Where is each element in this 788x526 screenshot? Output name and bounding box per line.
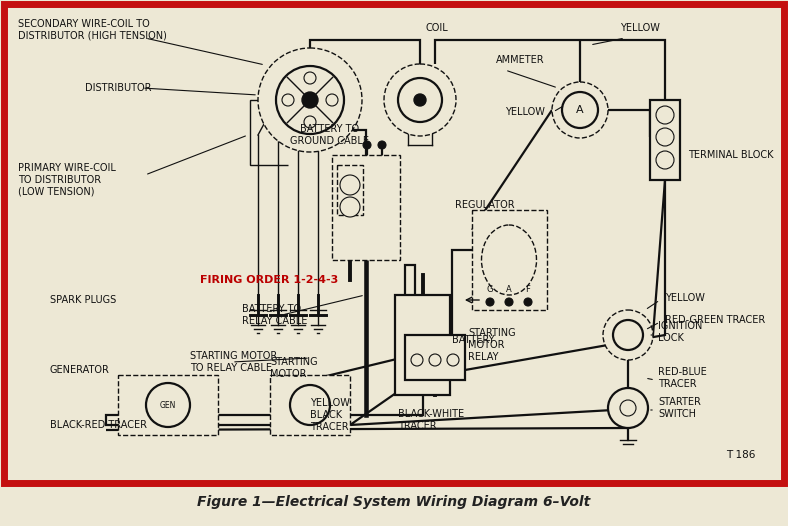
Circle shape [302, 92, 318, 108]
Text: Figure 1—Electrical System Wiring Diagram 6–Volt: Figure 1—Electrical System Wiring Diagra… [197, 495, 591, 509]
Circle shape [146, 383, 190, 427]
Bar [405, 335, 465, 380]
Bar [118, 375, 218, 435]
Bar [337, 165, 363, 215]
Text: AMMETER: AMMETER [496, 55, 545, 65]
Text: REGULATOR: REGULATOR [455, 200, 515, 210]
Text: STARTER
SWITCH: STARTER SWITCH [658, 397, 701, 419]
Circle shape [378, 141, 386, 149]
Circle shape [414, 94, 426, 106]
Bar [270, 375, 350, 435]
Bar [395, 295, 450, 395]
Text: BATTERY: BATTERY [452, 335, 495, 345]
Text: IGNITION
LOCK: IGNITION LOCK [658, 321, 702, 343]
Circle shape [340, 197, 360, 217]
Circle shape [505, 298, 513, 306]
Text: COIL: COIL [426, 23, 448, 33]
Text: A: A [506, 286, 512, 295]
Circle shape [656, 128, 674, 146]
Text: BLACK-RED TRACER: BLACK-RED TRACER [50, 420, 147, 430]
Text: STARTING
MOTOR: STARTING MOTOR [270, 357, 318, 379]
Circle shape [340, 175, 360, 195]
Text: SECONDARY WIRE-COIL TO
DISTRIBUTOR (HIGH TENSION): SECONDARY WIRE-COIL TO DISTRIBUTOR (HIGH… [18, 19, 167, 41]
Text: YELLOW: YELLOW [505, 107, 545, 117]
Text: BLACK-WHITE
TRACER: BLACK-WHITE TRACER [398, 409, 464, 431]
Circle shape [562, 92, 598, 128]
Circle shape [656, 151, 674, 169]
Text: F: F [526, 286, 530, 295]
Circle shape [282, 94, 294, 106]
Circle shape [411, 354, 423, 366]
Circle shape [363, 141, 371, 149]
Circle shape [447, 354, 459, 366]
Circle shape [326, 94, 338, 106]
Text: A: A [576, 105, 584, 115]
Text: PRIMARY WIRE-COIL
TO DISTRIBUTOR
(LOW TENSION): PRIMARY WIRE-COIL TO DISTRIBUTOR (LOW TE… [18, 164, 116, 197]
Text: YELLOW: YELLOW [665, 293, 705, 303]
Circle shape [613, 320, 643, 350]
Text: BATTERY TO
RELAY CABLE: BATTERY TO RELAY CABLE [242, 304, 307, 326]
Text: YELLOW
BLACK
TRACER: YELLOW BLACK TRACER [310, 398, 350, 432]
Text: STARTING
MOTOR
RELAY: STARTING MOTOR RELAY [468, 328, 515, 361]
Circle shape [603, 310, 653, 360]
Circle shape [304, 72, 316, 84]
Circle shape [276, 66, 344, 134]
Circle shape [384, 64, 456, 136]
Text: T 186: T 186 [726, 450, 755, 460]
Ellipse shape [481, 225, 537, 295]
Circle shape [552, 82, 608, 138]
Circle shape [656, 106, 674, 124]
Circle shape [429, 354, 441, 366]
Text: GEN: GEN [160, 400, 177, 410]
Text: BATTERY TO
GROUND CABLE: BATTERY TO GROUND CABLE [291, 124, 370, 146]
Text: STARTING MOTOR
TO RELAY CABLE: STARTING MOTOR TO RELAY CABLE [190, 351, 277, 373]
Bar [650, 100, 680, 180]
Text: RED-GREEN TRACER: RED-GREEN TRACER [665, 315, 765, 325]
Circle shape [258, 48, 362, 152]
Circle shape [608, 388, 648, 428]
Text: TERMINAL BLOCK: TERMINAL BLOCK [688, 150, 774, 160]
Text: YELLOW: YELLOW [620, 23, 660, 33]
Text: RED-BLUE
TRACER: RED-BLUE TRACER [658, 367, 707, 389]
Text: DISTRIBUTOR: DISTRIBUTOR [85, 83, 151, 93]
Circle shape [620, 400, 636, 416]
Circle shape [524, 298, 532, 306]
Bar [288, 78, 332, 122]
Text: GENERATOR: GENERATOR [50, 365, 110, 375]
Text: FIRING ORDER 1-2-4-3: FIRING ORDER 1-2-4-3 [200, 275, 338, 285]
Circle shape [486, 298, 494, 306]
Circle shape [398, 78, 442, 122]
Text: SPARK PLUGS: SPARK PLUGS [50, 295, 117, 305]
Bar [472, 210, 547, 310]
Bar [332, 155, 400, 260]
Text: G: G [487, 286, 493, 295]
Circle shape [304, 116, 316, 128]
Circle shape [290, 385, 330, 425]
